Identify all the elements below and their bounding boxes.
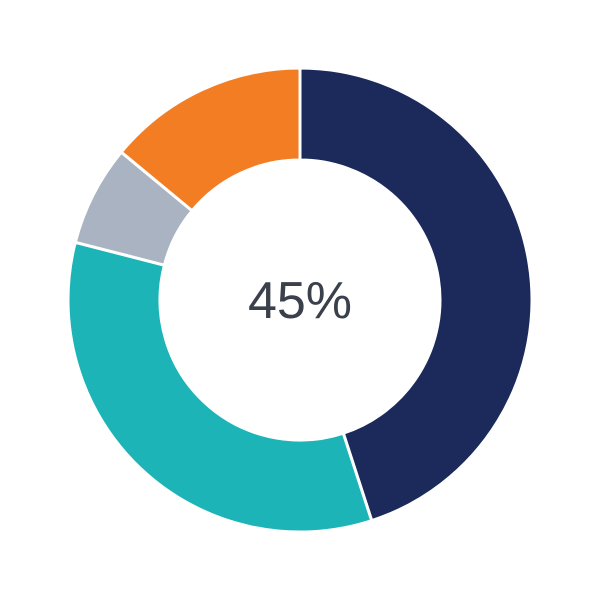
center-label: 45% (248, 272, 352, 330)
donut-slice-4 (119, 66, 302, 213)
donut-slice-2 (66, 240, 374, 534)
donut-slices (66, 66, 534, 534)
donut-slice-1 (298, 66, 534, 523)
